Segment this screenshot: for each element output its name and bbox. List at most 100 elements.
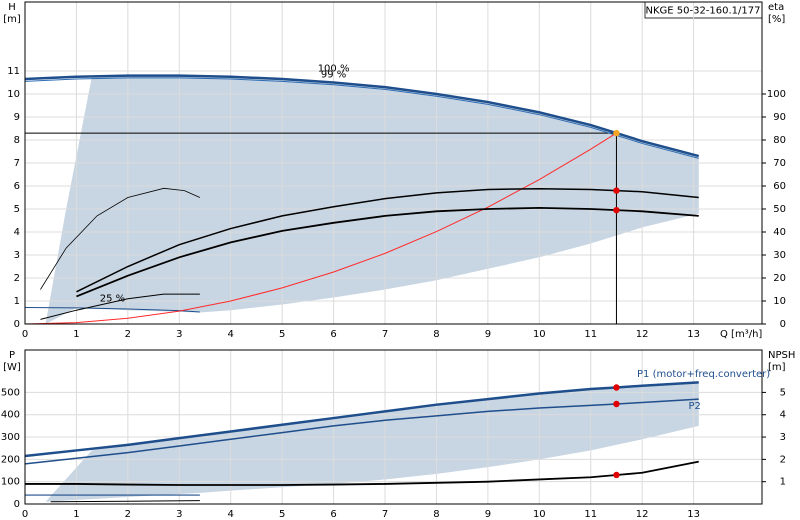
curve bbox=[24, 77, 699, 159]
x-tick-label: 6 bbox=[330, 329, 336, 340]
x-tick-label: 12 bbox=[636, 329, 649, 340]
x-tick-label: 8 bbox=[433, 329, 439, 340]
y2-axis-unit: [m] bbox=[768, 362, 786, 373]
duty-point bbox=[613, 129, 620, 137]
y2-tick-label: 50 bbox=[773, 204, 786, 215]
y2-tick-label: 30 bbox=[773, 250, 786, 261]
x-tick-label: 1 bbox=[73, 329, 79, 340]
operating-range bbox=[45, 75, 699, 324]
y2-tick-label: 70 bbox=[773, 158, 786, 169]
y2-axis-label: NPSH bbox=[768, 350, 795, 361]
x-tick-label: 5 bbox=[279, 509, 285, 520]
curve bbox=[24, 74, 700, 158]
x-tick-label: 4 bbox=[228, 329, 234, 340]
x-tick-label: 12 bbox=[636, 509, 649, 520]
y-tick-label: 0 bbox=[14, 319, 20, 330]
duty-point bbox=[613, 471, 620, 479]
y-axis-unit: [m] bbox=[3, 14, 21, 25]
curve bbox=[24, 132, 617, 325]
curve bbox=[76, 188, 699, 293]
x-tick-label: 7 bbox=[382, 329, 388, 340]
y-tick-label: 5 bbox=[14, 204, 20, 215]
curve bbox=[50, 500, 200, 503]
y2-tick-label: 60 bbox=[773, 181, 786, 192]
y-tick-label: 200 bbox=[1, 454, 20, 465]
curve bbox=[40, 293, 200, 320]
y2-tick-label: 80 bbox=[773, 135, 786, 146]
y2-axis-label: eta bbox=[768, 2, 784, 13]
curve bbox=[24, 306, 200, 313]
y-axis-label: H bbox=[8, 2, 16, 13]
chart-title: NKGE 50-32-160.1/177 bbox=[645, 6, 760, 17]
x-tick-label: 7 bbox=[382, 509, 388, 520]
y-tick-label: 4 bbox=[14, 227, 20, 238]
y-tick-label: 300 bbox=[1, 432, 20, 443]
x-tick-label: 0 bbox=[22, 329, 28, 340]
curve bbox=[24, 398, 699, 465]
operating-range bbox=[45, 382, 699, 502]
y-tick-label: 2 bbox=[14, 273, 20, 284]
x-tick-label: 3 bbox=[176, 329, 182, 340]
x-tick-label: 13 bbox=[687, 509, 700, 520]
curve bbox=[24, 381, 699, 458]
x-tick-label: 10 bbox=[533, 329, 546, 340]
x-tick-label: 1 bbox=[73, 509, 79, 520]
y-axis-unit: [W] bbox=[3, 362, 21, 373]
duty-point bbox=[613, 206, 620, 214]
y2-tick-label: 0 bbox=[780, 319, 786, 330]
x-tick-label: 11 bbox=[584, 509, 597, 520]
x-tick-label: 11 bbox=[584, 329, 597, 340]
curve bbox=[40, 187, 201, 290]
y-tick-label: 8 bbox=[14, 135, 20, 146]
duty-point bbox=[613, 187, 620, 194]
y-tick-label: 100 bbox=[1, 477, 20, 488]
y-tick-label: 0 bbox=[14, 499, 20, 510]
y2-tick-label: 5 bbox=[780, 387, 786, 398]
curve-label: 99 % bbox=[321, 69, 346, 80]
y-tick-label: 9 bbox=[14, 112, 20, 123]
plot-frame bbox=[24, 1, 763, 325]
curve-label: P1 (motor+freq.converter) bbox=[637, 369, 770, 380]
y-tick-label: 500 bbox=[1, 387, 20, 398]
y2-tick-label: 100 bbox=[767, 89, 786, 100]
x-tick-label: 6 bbox=[330, 509, 336, 520]
x-tick-label: 0 bbox=[22, 509, 28, 520]
duty-point bbox=[613, 400, 620, 408]
y-tick-label: 6 bbox=[14, 181, 20, 192]
x-tick-label: 8 bbox=[433, 509, 439, 520]
y-tick-label: 400 bbox=[1, 410, 20, 421]
y-tick-label: 10 bbox=[7, 89, 20, 100]
x-tick-label: 10 bbox=[533, 509, 546, 520]
y2-tick-label: 3 bbox=[780, 432, 786, 443]
x-tick-label: 3 bbox=[176, 509, 182, 520]
curve bbox=[76, 206, 699, 298]
x-tick-label: 9 bbox=[485, 329, 491, 340]
plot-frame bbox=[24, 349, 763, 505]
x-axis-label: Q [m³/h] bbox=[720, 329, 762, 340]
y-tick-label: 1 bbox=[14, 296, 20, 307]
curve-label: 100 % bbox=[318, 64, 350, 75]
curve-label: P2 bbox=[688, 401, 700, 412]
y-axis-label: P bbox=[9, 350, 15, 361]
y-tick-label: 7 bbox=[14, 158, 20, 169]
y-tick-label: 3 bbox=[14, 250, 20, 261]
x-tick-label: 2 bbox=[125, 329, 131, 340]
y2-tick-label: 90 bbox=[773, 112, 786, 123]
x-tick-label: 2 bbox=[125, 509, 131, 520]
y2-tick-label: 4 bbox=[780, 410, 786, 421]
y-tick-label: 11 bbox=[7, 66, 20, 77]
curve bbox=[25, 460, 699, 486]
y2-tick-label: 40 bbox=[773, 227, 786, 238]
duty-point bbox=[613, 384, 620, 391]
y2-tick-label: 2 bbox=[780, 454, 786, 465]
y2-tick-label: 1 bbox=[780, 477, 786, 488]
y2-tick-label: 20 bbox=[773, 273, 786, 284]
y2-tick-label: 10 bbox=[773, 296, 786, 307]
y2-axis-unit: [%] bbox=[768, 14, 785, 25]
curve-label: 25 % bbox=[100, 294, 125, 305]
x-tick-label: 13 bbox=[687, 329, 700, 340]
x-tick-label: 9 bbox=[485, 509, 491, 520]
x-tick-label: 5 bbox=[279, 329, 285, 340]
x-tick-label: 4 bbox=[228, 509, 234, 520]
